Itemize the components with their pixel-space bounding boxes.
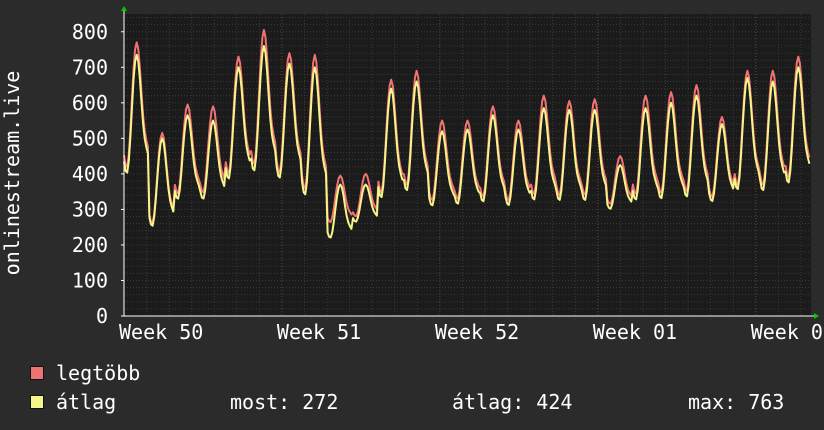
- legend-label-max: legtöbb: [56, 361, 141, 385]
- y-tick-label: 400: [72, 162, 108, 186]
- x-axis-arrow: [814, 313, 819, 319]
- y-tick-label: 300: [72, 197, 108, 221]
- series-line-max: [123, 29, 811, 224]
- plot-background: [124, 14, 811, 316]
- y-axis-arrow: [121, 6, 127, 11]
- y-tick-label: 800: [72, 20, 108, 44]
- y-tick-label: 200: [72, 233, 108, 257]
- plot-area: [123, 14, 811, 316]
- legend-label-avg: átlag: [56, 390, 117, 414]
- x-tick-label: Week 0: [751, 320, 823, 344]
- stat-max: max: 763: [688, 390, 785, 414]
- y-tick-label: 500: [72, 126, 108, 150]
- stat-avg: átlag: 424: [452, 390, 573, 414]
- x-tick-label: Week 52: [435, 320, 519, 344]
- x-tick-label: Week 50: [119, 320, 203, 344]
- series-line-avg: [123, 45, 811, 239]
- legend-item-avg: átlag: [30, 390, 117, 414]
- stat-now: most: 272: [230, 390, 339, 414]
- x-tick-label: Week 01: [593, 320, 677, 344]
- y-tick-label: 600: [72, 91, 108, 115]
- legend-swatch-max: [30, 366, 44, 380]
- y-tick-label: 100: [72, 268, 108, 292]
- y-tick-label: 0: [96, 304, 108, 328]
- x-tick-label: Week 51: [277, 320, 361, 344]
- y-tick-label: 700: [72, 55, 108, 79]
- axes: 0 100 200 300 400 500 600 700 800 Week 50 Week 51 W…: [0, 6, 823, 344]
- legend-swatch-avg: [30, 395, 44, 409]
- y-axis-title: onlinestream.live: [0, 71, 24, 276]
- legend-item-max: legtöbb: [30, 361, 141, 385]
- series-layer: [123, 29, 811, 239]
